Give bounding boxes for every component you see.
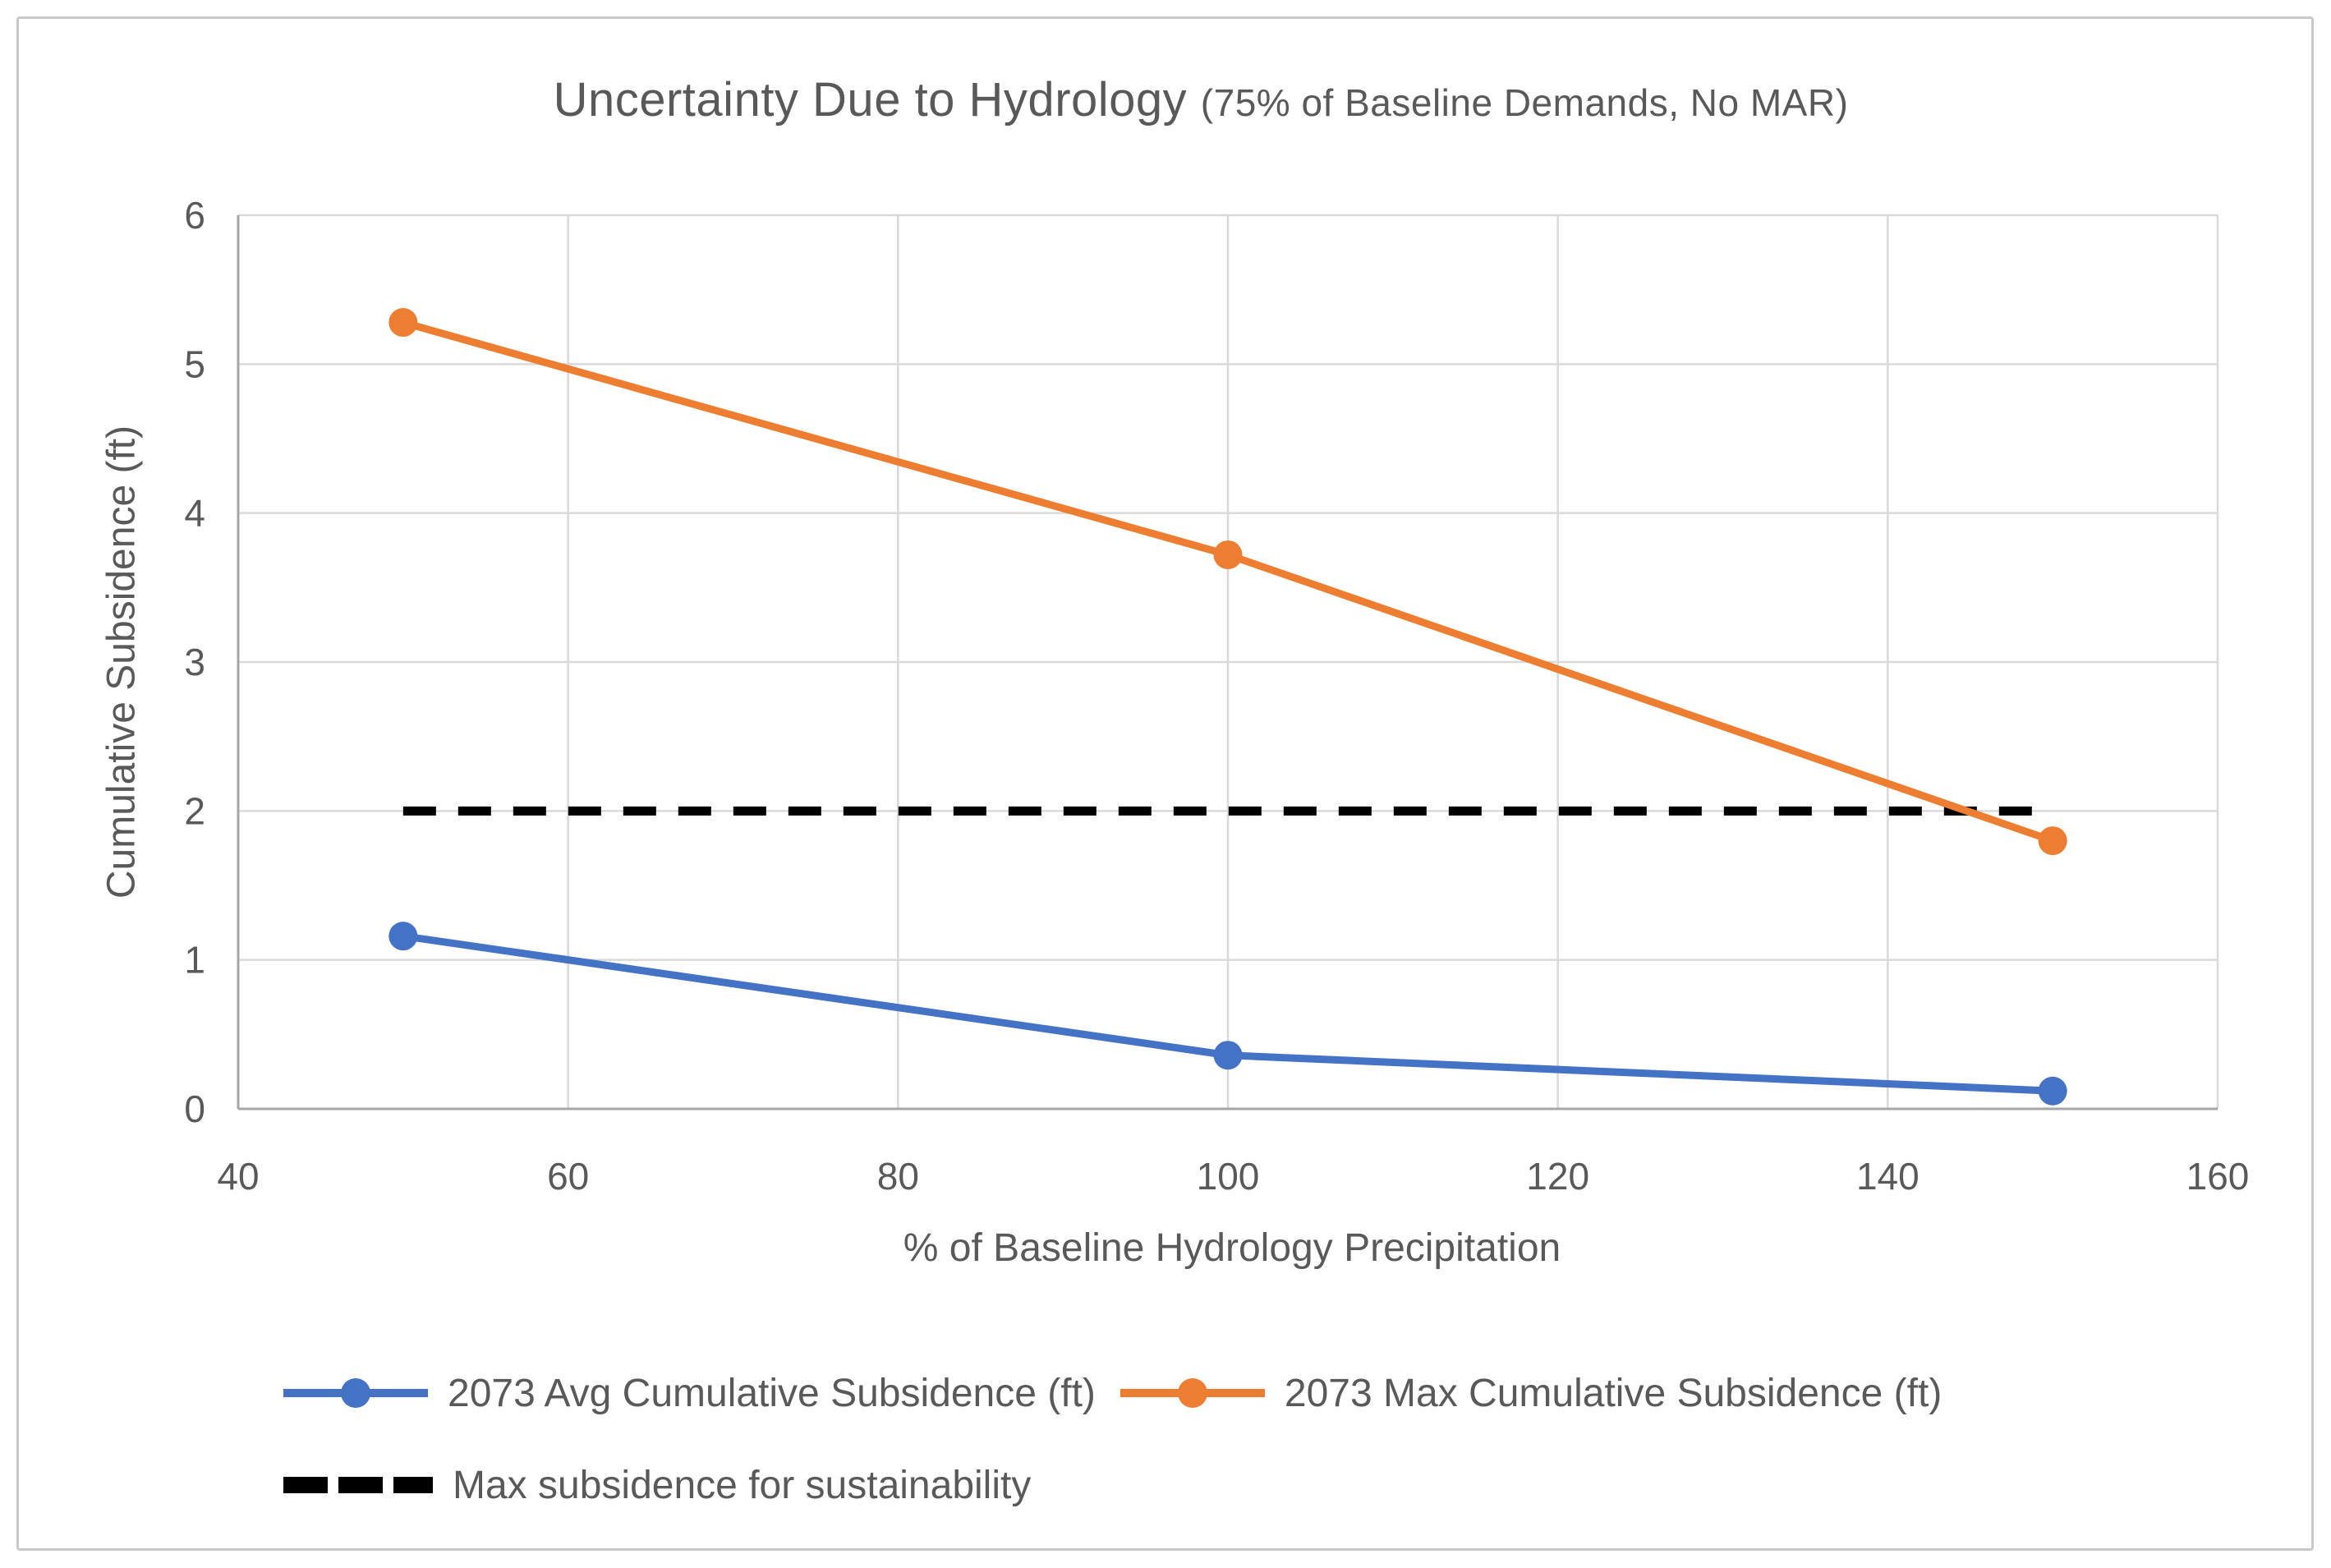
x-tick-label: 40 <box>217 1155 259 1198</box>
y-tick-label: 5 <box>184 343 205 385</box>
legend-swatch-dashed-line-icon <box>283 1477 433 1493</box>
legend-swatch-avg-line-marker-icon <box>283 1378 428 1408</box>
y-tick-label: 1 <box>184 939 205 982</box>
y-tick-label: 0 <box>184 1087 205 1130</box>
x-tick-label: 120 <box>1526 1155 1589 1198</box>
legend-marker-dot <box>341 1378 370 1408</box>
legend-marker-dot <box>1177 1378 1207 1408</box>
y-tick-label: 3 <box>184 641 205 683</box>
legend-item-max: 2073 Max Cumulative Subsidence (ft) <box>1120 1371 1942 1416</box>
legend-label-avg: 2073 Avg Cumulative Subsidence (ft) <box>448 1371 1096 1415</box>
x-tick-label: 140 <box>1856 1155 1920 1198</box>
series-marker-1 <box>1213 540 1243 569</box>
chart-title: Uncertainty Due to Hydrology (75% of Bas… <box>554 72 1849 127</box>
legend-item-threshold: Max subsidence for sustainability <box>283 1463 1031 1508</box>
series-marker-0 <box>1213 1041 1243 1070</box>
x-tick-label: 80 <box>877 1155 919 1198</box>
legend-label-threshold: Max subsidence for sustainability <box>453 1463 1032 1507</box>
legend-swatch-max-line-marker-icon <box>1120 1378 1265 1408</box>
series-marker-0 <box>388 922 418 951</box>
chart-title-sub: (75% of Baseline Demands, No MAR) <box>1200 81 1849 124</box>
legend-row-series: 2073 Avg Cumulative Subsidence (ft) 2073… <box>283 1363 1942 1423</box>
x-tick-label: 100 <box>1197 1155 1260 1198</box>
y-tick-label: 6 <box>184 194 205 237</box>
legend-label-max: 2073 Max Cumulative Subsidence (ft) <box>1284 1371 1942 1415</box>
x-tick-label: 160 <box>2186 1155 2250 1198</box>
series-marker-1 <box>2038 826 2067 856</box>
legend-row-threshold: Max subsidence for sustainability <box>283 1455 1031 1515</box>
x-tick-label: 60 <box>547 1155 589 1198</box>
x-axis-title: % of Baseline Hydrology Precipitation <box>903 1226 1561 1270</box>
legend-item-avg: 2073 Avg Cumulative Subsidence (ft) <box>283 1371 1096 1416</box>
chart-title-main: Uncertainty Due to Hydrology <box>553 73 1188 126</box>
series-marker-0 <box>2038 1076 2067 1106</box>
y-tick-label: 4 <box>184 492 205 535</box>
series-marker-1 <box>388 308 418 338</box>
y-tick-label: 2 <box>184 789 205 832</box>
y-axis-title: Cumulative Subsidence (ft) <box>99 425 144 899</box>
